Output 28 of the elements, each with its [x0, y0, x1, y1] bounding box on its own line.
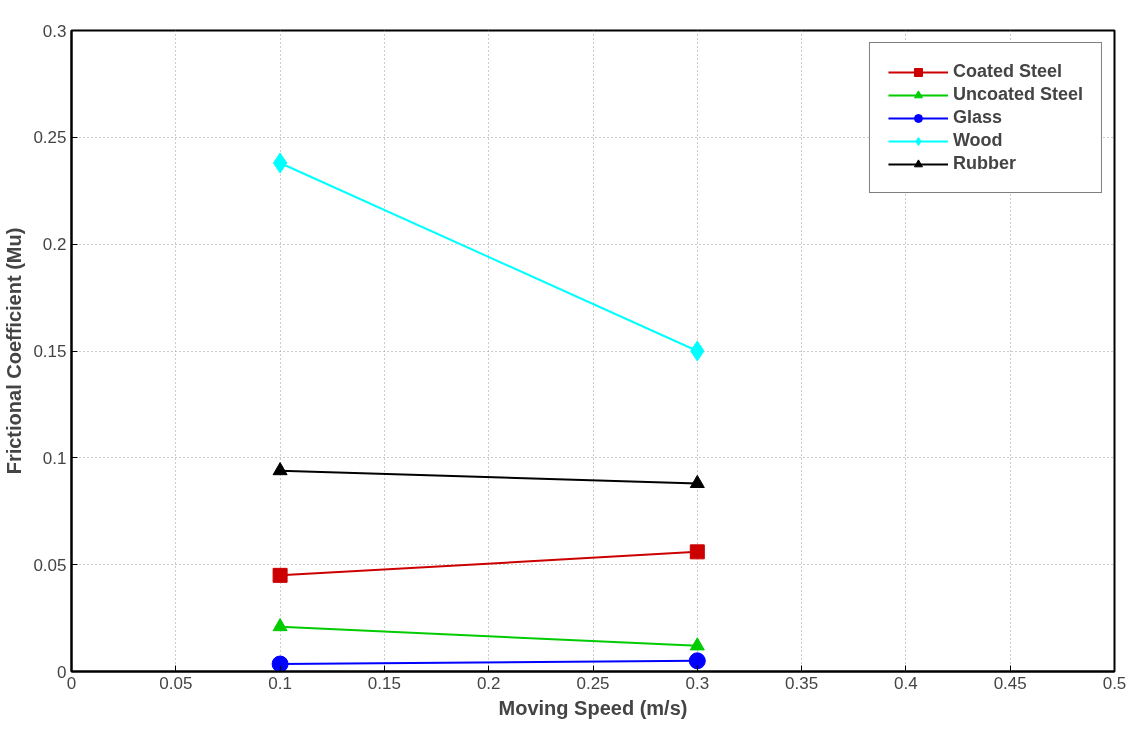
x-tick-label: 0.45 — [993, 673, 1027, 693]
y-tick-label: 0.1 — [42, 448, 67, 468]
point — [272, 567, 288, 583]
y-tick-label: 0.2 — [42, 235, 67, 255]
point — [272, 152, 288, 174]
x-tick-label: 0.15 — [367, 673, 401, 693]
legend-label: Rubber — [952, 153, 1016, 174]
point — [271, 655, 289, 672]
x-tick-label: 0.4 — [894, 673, 918, 693]
y-tick-label: 0.05 — [33, 555, 67, 575]
legend-label: Uncoated Steel — [952, 84, 1083, 105]
point — [688, 652, 706, 670]
x-tick-label: 0.25 — [576, 673, 610, 693]
y-tick-label: 0.25 — [33, 128, 67, 148]
x-tick-label: 0.1 — [268, 673, 292, 693]
x-tick-label: 0.05 — [159, 673, 193, 693]
x-tick-label: 0.5 — [1102, 673, 1127, 693]
y-axis-title: Frictional Coefficient (Mu) — [3, 227, 26, 475]
point — [689, 544, 705, 560]
y-tick-label: 0.15 — [33, 342, 67, 361]
x-tick-label: 0.3 — [685, 673, 710, 693]
legend-label: Coated Steel — [952, 61, 1062, 82]
x-tick-label: 0.2 — [476, 673, 501, 693]
legend-label: Glass — [952, 107, 1002, 128]
x-tick-label: 0.35 — [785, 673, 819, 693]
legend-label: Wood — [952, 130, 1003, 151]
x-axis-title: Moving Speed (m/s) — [498, 696, 688, 719]
y-tick-label: 0.3 — [42, 21, 67, 41]
